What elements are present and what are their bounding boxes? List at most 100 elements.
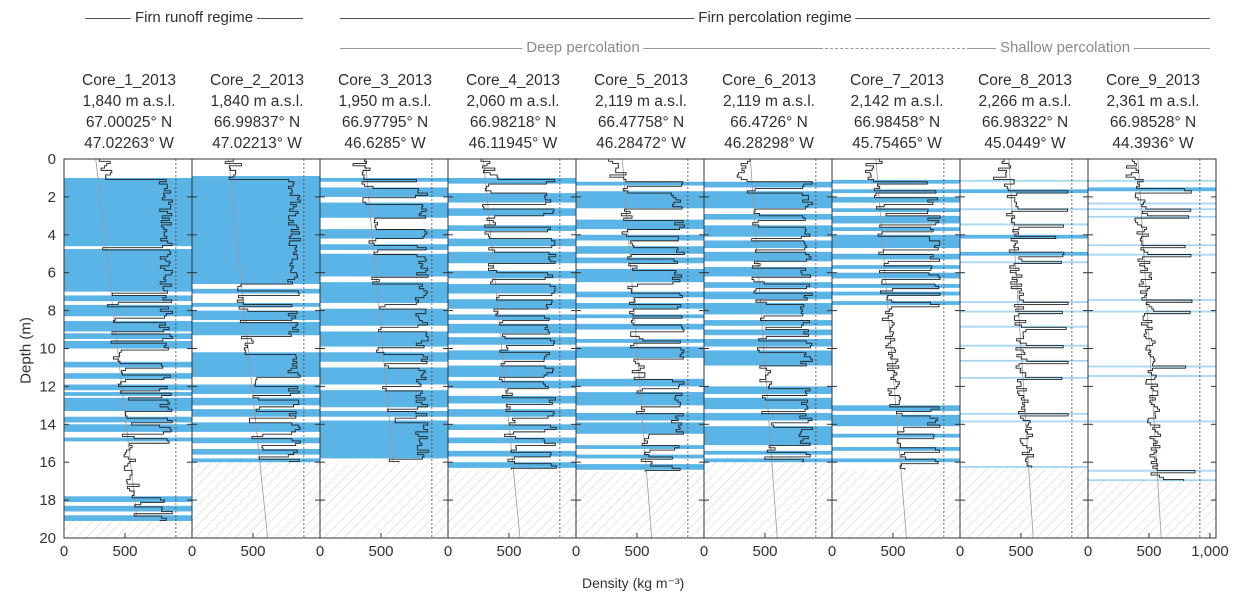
ice-layer [704,339,832,347]
ice-layer [320,308,448,326]
densification-trend-line [1008,158,1034,539]
y-tick-label: 16 [39,454,56,471]
density-profile [224,159,301,463]
core-latitude: 66.98458° N [853,114,941,131]
ice-layer [960,325,1088,328]
ice-layer [704,251,832,262]
x-tick-label: 0 [828,543,836,560]
ice-layer [704,350,832,366]
densification-trend-line [621,158,653,539]
ice-layer [704,181,832,188]
x-tick-label: 500 [880,543,905,560]
ice-layer [64,295,192,302]
ice-layer [64,304,192,317]
ice-layer [704,329,832,336]
ice-layer [320,187,448,197]
core-longitude: 44.3936° W [1112,135,1194,152]
core-header-6: Core_6_2013 2,119 m a.s.l. 66.4726° N 46… [706,70,832,154]
ice-layer [320,229,448,239]
ice-layer [704,240,832,249]
ice-layer [448,395,576,404]
ice-layer [576,454,704,459]
ice-layer [448,380,576,389]
y-tick-label: 10 [39,341,56,358]
density-profile [992,159,1069,468]
ice-layer [192,310,320,321]
x-tick-label: 0 [316,543,324,560]
ice-layer [576,464,704,470]
ice-layer [704,282,832,288]
ice-layer [576,392,704,406]
ice-layer [448,193,576,203]
ice-layer [832,433,960,438]
core-panel-6: 0 500 [700,158,833,560]
core-elevation: 1,840 m a.s.l. [82,93,176,110]
core-name: Core_1_2013 [82,72,176,89]
shallow-percolation-label: Shallow percolation [995,40,1135,55]
core-header-9: Core_9_2013 2,361 m a.s.l. 66.98528° N 4… [1090,70,1216,154]
ice-layer [832,215,960,224]
ice-layer [576,323,704,330]
ice-layer [960,465,1088,468]
x-tick-label: 500 [112,543,137,560]
core-elevation: 2,119 m a.s.l. [723,93,815,110]
x-tick-label: 500 [368,543,393,560]
core-panel-1: 0 500 [60,158,193,560]
ice-layer [832,272,960,279]
x-tick-label: 500 [1008,543,1033,560]
ice-layer [704,267,832,277]
core-name: Core_3_2013 [338,72,432,89]
densification-trend-line [875,158,907,539]
core-latitude: 67.00025° N [85,114,173,131]
core-latitude: 66.98528° N [1109,114,1197,131]
x-tick-label: 0 [572,543,580,560]
core-header-8: Core_8_2013 2,266 m a.s.l. 66.98322° N 4… [962,70,1088,154]
ice-layer [576,412,704,421]
ice-layer [192,352,320,377]
ice-layer [192,176,320,285]
density-profile [352,159,429,463]
ice-layer [704,458,832,463]
ice-layer [832,234,960,249]
ice-layer [448,365,576,377]
ice-layer [576,268,704,283]
ice-layer [960,179,1088,182]
core-longitude: 47.02213° W [212,135,302,152]
ice-layer [576,303,704,309]
ice-layer [960,420,1088,423]
ice-layer [832,265,960,269]
ice-layer [448,337,576,345]
core-header-2: Core_2_2013 1,840 m a.s.l. 66.99837° N 4… [194,70,320,154]
ice-layer [320,331,448,347]
ice-layer [832,227,960,232]
density-profile [480,159,557,470]
ice-layer [1088,202,1216,205]
x-tick-label: 0 [444,543,452,560]
ice-layer [192,458,320,463]
ice-layer [576,257,704,264]
ice-layer [448,299,576,309]
deep-percolation-label: Deep percolation [522,40,644,55]
core-longitude: 46.6285° W [344,135,426,152]
core-latitude: 66.99837° N [213,114,301,131]
ice-layer [832,301,960,305]
y-tick-label: 4 [48,227,56,244]
y-tick-label: 18 [39,492,56,509]
ice-layer [960,344,1088,347]
ice-layer [832,458,960,463]
core-longitude: 46.28298° W [724,135,814,152]
ice-layer [960,359,1088,362]
core-longitude: 47.02263° W [84,135,174,152]
core-latitude: 66.97795° N [341,114,429,131]
ice-layer [576,291,704,298]
core-name: Core_7_2013 [850,72,944,89]
ice-layer [320,282,448,304]
core-header-1: Core_1_2013 1,840 m a.s.l. 67.00025° N 4… [66,70,192,154]
ice-layer [64,177,192,247]
ice-layer [704,191,832,209]
densification-trend-line [95,158,138,521]
percolation-transition-line [820,48,970,49]
below-core-hatch [960,467,1088,538]
core-name: Core_5_2013 [594,72,688,89]
x-axis-label: Density (kg m⁻³) [582,575,685,591]
